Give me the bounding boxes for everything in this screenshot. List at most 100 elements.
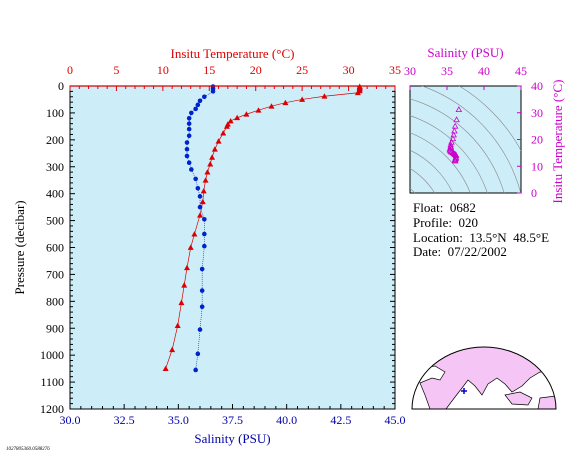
ts-x-tick-label: 40: [478, 64, 490, 78]
temperature-point: [282, 99, 289, 106]
top-tick-label: 15: [203, 63, 215, 77]
salinity-point: [202, 243, 207, 249]
salinity-point: [199, 304, 205, 310]
y-tick-label: 900: [46, 321, 64, 335]
footer-code: 1027805360.0588276: [6, 447, 50, 452]
ts-point: [451, 157, 459, 164]
ts-point: [455, 106, 463, 113]
temperature-point: [191, 231, 198, 237]
ts-x-axis-label: Salinity (PSU): [427, 45, 503, 60]
ts-point: [451, 122, 459, 129]
salinity-point: [184, 146, 190, 152]
ts-point: [449, 135, 457, 142]
salinity-point: [186, 116, 192, 121]
salinity-point: [202, 231, 207, 237]
temperature-point: [178, 299, 185, 306]
temperature-point: [268, 103, 275, 109]
top-tick-label: 20: [250, 63, 262, 77]
world-map: [411, 346, 557, 410]
salinity-point: [193, 106, 198, 112]
temperature-point: [243, 111, 250, 117]
salinity-point: [186, 126, 192, 132]
temperature-line: [165, 86, 361, 369]
x-tick-label: 45.0: [385, 413, 406, 427]
ts-y-tick-label: 20: [531, 133, 543, 147]
temperature-point: [200, 187, 207, 194]
map-border: [411, 346, 557, 410]
y-tick-label: 100: [46, 106, 64, 120]
y-tick-label: 1200: [40, 402, 64, 416]
y-tick-label: 0: [58, 79, 64, 93]
temperature-point: [162, 365, 169, 372]
salinity-point: [186, 133, 192, 139]
y-tick-label: 700: [46, 267, 64, 281]
float-location-marker: [461, 388, 467, 394]
y-tick-label: 600: [46, 241, 64, 255]
salinity-point: [186, 160, 192, 166]
plot-area: [69, 85, 396, 410]
ts-point: [453, 116, 460, 123]
ts-point: [446, 145, 454, 152]
temperature-point: [223, 123, 230, 129]
ts-y-tick-label: 40: [531, 79, 543, 93]
x-axis-label: Salinity (PSU): [194, 431, 270, 446]
salinity-point: [210, 89, 216, 94]
x-tick-label: 32.5: [114, 413, 135, 427]
temperature-point: [199, 198, 206, 205]
salinity-point: [197, 327, 203, 332]
ts-y-tick-label: 10: [531, 159, 543, 173]
ts-x-tick-label: 30: [404, 64, 416, 78]
top-tick-label: 0: [67, 63, 73, 77]
salinity-point: [197, 194, 203, 199]
salinity-point: [193, 176, 198, 182]
map-land-australia: [537, 395, 556, 409]
salinity-point: [202, 94, 207, 100]
x-tick-label: 40.0: [276, 413, 297, 427]
salinity-point: [184, 140, 190, 145]
salinity-point: [184, 153, 190, 159]
temperature-point: [187, 244, 194, 250]
temperature-point: [215, 138, 222, 144]
ts-y-tick-label: 30: [531, 106, 543, 120]
profile-label: Profile: 020: [413, 215, 478, 230]
salinity-point: [193, 367, 198, 373]
ts-x-tick-label: 45: [515, 64, 527, 78]
x-tick-label: 37.5: [222, 413, 243, 427]
y-tick-label: 1000: [40, 348, 64, 362]
temperature-point: [169, 346, 176, 353]
map-land-islands: [504, 391, 533, 406]
temperature-point: [184, 264, 190, 271]
temperature-point: [207, 161, 214, 167]
temperature-point: [234, 114, 241, 121]
ts-plot-area: [409, 85, 522, 194]
temperature-point: [220, 130, 227, 136]
x-tick-label: 35.0: [168, 413, 189, 427]
top-tick-label: 35: [389, 63, 401, 77]
y-axis-label: Pressure (decibar): [12, 200, 27, 294]
salinity-point: [197, 98, 203, 104]
salinity-point: [189, 167, 194, 172]
temperature-point: [255, 107, 262, 113]
ts-y-tick-label: 0: [531, 186, 537, 200]
ts-y-axis-label: Insitu Temperature (°C): [550, 80, 565, 204]
temperature-point: [181, 282, 188, 288]
location-label: Location: 13.5°N 48.5°E: [413, 230, 550, 245]
top-tick-label: 30: [343, 63, 355, 77]
x-tick-label: 42.5: [330, 413, 351, 427]
salinity-point: [189, 110, 194, 116]
temperature-point: [321, 93, 328, 99]
y-tick-label: 500: [46, 214, 64, 228]
top-tick-label: 25: [296, 63, 308, 77]
temperature-point: [197, 212, 203, 218]
date-label: Date: 07/22/2002: [413, 244, 507, 259]
temperature-point: [211, 146, 218, 152]
salinity-point: [199, 266, 205, 272]
top-axis-label: Insitu Temperature (°C): [171, 46, 295, 61]
salinity-point: [197, 204, 203, 210]
temperature-point: [299, 96, 306, 102]
ts-x-tick-label: 35: [441, 64, 453, 78]
top-tick-label: 5: [113, 63, 119, 77]
salinity-point: [195, 351, 201, 357]
ts-diagram-chart: 30 35 40 45 Salinity (PSU) 0 10 20 30 40 Insitu Te…: [404, 45, 565, 204]
